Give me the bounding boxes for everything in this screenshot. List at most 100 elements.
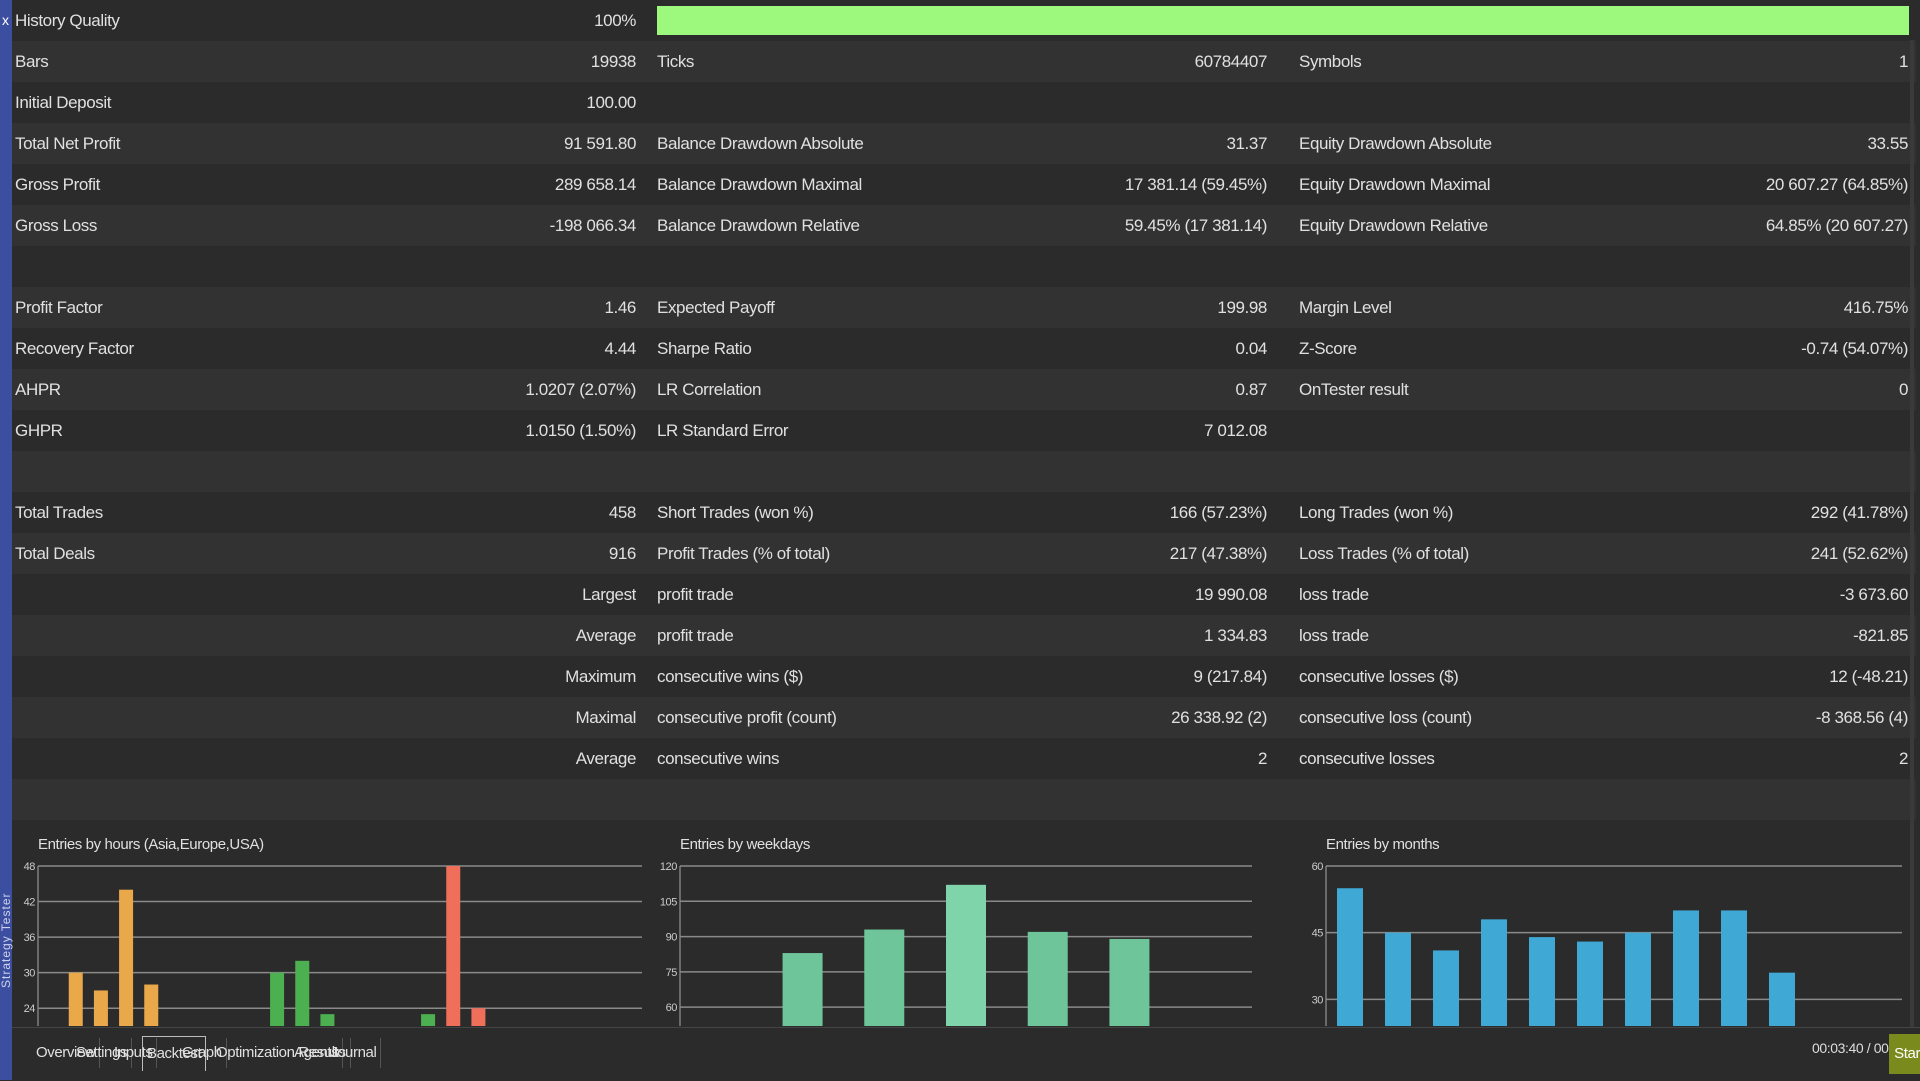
tab-journal[interactable]: Journal: [326, 1038, 382, 1068]
report-row: profit trade 1 334.83 loss trade -821.85 Ave…: [12, 615, 1916, 656]
row-label: Total Deals: [15, 544, 95, 563]
row-label: Initial Deposit: [15, 93, 112, 112]
row-label: History Quality: [15, 11, 120, 30]
row-value: 1: [1898, 52, 1908, 71]
chart-title: Entries by weekdays: [680, 836, 810, 853]
chart-1: Entries by weekdays 60 75 90 105 120: [660, 826, 1252, 1026]
y-tick-label: 48: [24, 861, 36, 873]
row-value: 9 (217.84): [1193, 667, 1268, 686]
report-row: [12, 779, 1916, 820]
report-row: profit trade 19 990.08 loss trade -3 673.60…: [12, 574, 1916, 615]
history-quality-bar: [657, 6, 1909, 35]
report-row: consecutive wins 2 consecutive losses 2 Aver…: [12, 738, 1916, 779]
row-value: 1.46: [604, 298, 637, 317]
row-value: 7 012.08: [1204, 421, 1267, 440]
row-value: 292 (41.78%): [1810, 503, 1908, 522]
row-label: GHPR: [15, 421, 63, 440]
bar-6: [1625, 932, 1651, 1026]
row-label: loss trade: [1299, 585, 1369, 604]
chart-2: Entries by months 30 45 60: [1306, 826, 1902, 1026]
row-value: 17 381.14 (59.45%): [1124, 175, 1267, 194]
row-value: 916: [608, 544, 636, 563]
bar-0: [782, 953, 823, 1026]
row-value: -3 673.60: [1839, 585, 1908, 604]
row-label: Equity Drawdown Absolute: [1299, 134, 1492, 153]
row-value: 458: [608, 503, 636, 522]
row-label: Balance Drawdown Maximal: [657, 175, 862, 194]
row-value: -198 066.34: [549, 216, 636, 235]
row-value: 19938: [590, 52, 636, 71]
y-tick-label: 42: [24, 897, 36, 909]
bar-4: [270, 972, 285, 1026]
tab-agents[interactable]: Agents: [290, 1038, 344, 1068]
y-tick-label: 75: [666, 967, 678, 979]
bar-5: [1577, 941, 1603, 1026]
bar-2: [946, 884, 986, 1026]
bar-8: [1721, 910, 1747, 1026]
row-label: Sharpe Ratio: [657, 339, 752, 358]
row-label: consecutive losses ($): [1299, 667, 1459, 686]
report-row: Recovery Factor 4.44 Sharpe Ratio 0.04 Z-Sco…: [12, 328, 1916, 369]
row-label: Equity Drawdown Maximal: [1299, 175, 1491, 194]
y-tick-label: 120: [660, 861, 677, 873]
report-row: History Quality 100%: [12, 0, 1916, 41]
report-row: Profit Factor 1.46 Expected Payoff 199.98 Ma…: [12, 287, 1916, 328]
bar-7: [1673, 910, 1699, 1026]
strategy-tester-sidebar: x Strategy Tester: [0, 0, 13, 1080]
start-button[interactable]: Start: [1889, 1034, 1920, 1074]
chart-plot: 24 30 36 42 48: [24, 861, 642, 1026]
report-row: Gross Loss -198 066.34 Balance Drawdown Re…: [12, 205, 1916, 246]
tab-optimization-results[interactable]: Optimization Results: [212, 1038, 351, 1068]
bar-3: [1481, 919, 1507, 1026]
row-label: consecutive loss (count): [1299, 708, 1472, 727]
tab-bar: Overview Settings Inputs Backtest Graph Optim…: [12, 1027, 1920, 1081]
row-value: 0.87: [1235, 380, 1268, 399]
row-value: 166 (57.23%): [1169, 503, 1267, 522]
row-label: Total Trades: [15, 503, 103, 522]
row-label: Short Trades (won %): [657, 503, 814, 522]
tab-backtest[interactable]: Backtest: [142, 1036, 207, 1071]
row-label: profit trade: [657, 585, 734, 604]
row-value: 33.55: [1867, 134, 1908, 153]
row-value: 26 338.92 (2): [1171, 708, 1267, 727]
bar-6: [320, 1014, 335, 1026]
report-row: AHPR 1.0207 (2.07%) LR Correlation 0.87 OnTe…: [12, 369, 1916, 410]
row-label: Z-Score: [1299, 339, 1357, 358]
report-row: Total Trades 458 Short Trades (won %) 166 (…: [12, 492, 1916, 533]
row-value: 2: [1257, 749, 1267, 768]
row-label: consecutive profit (count): [657, 708, 837, 727]
row-value: 0: [1898, 380, 1908, 399]
y-tick-label: 24: [24, 1003, 36, 1015]
tab-overview[interactable]: Overview: [32, 1038, 101, 1068]
bar-7: [421, 1014, 436, 1026]
row-value: 64.85% (20 607.27): [1765, 216, 1908, 235]
row-value: 59.45% (17 381.14): [1124, 216, 1267, 235]
bar-5: [295, 960, 310, 1026]
row-label: Equity Drawdown Relative: [1299, 216, 1488, 235]
row-label: Largest: [582, 585, 636, 604]
row-label: OnTester result: [1299, 380, 1409, 399]
chart-0: Entries by hours (Asia,Europe,USA) 24 30 36…: [22, 826, 642, 1026]
row-value: 60784407: [1194, 52, 1267, 71]
row-label: Long Trades (won %): [1299, 503, 1453, 522]
y-tick-label: 60: [666, 1002, 678, 1014]
vertical-scrollbar[interactable]: [1910, 40, 1914, 1030]
row-label: Average: [575, 626, 636, 645]
report-row: Initial Deposit 100.00: [12, 82, 1916, 123]
close-icon[interactable]: x: [2, 12, 9, 28]
bar-1: [93, 990, 108, 1026]
row-value: -8 368.56 (4): [1815, 708, 1908, 727]
row-value: 12 (-48.21): [1829, 667, 1908, 686]
report-row: Total Deals 916 Profit Trades (% of total)…: [12, 533, 1916, 574]
tab-settings[interactable]: Settings: [72, 1038, 132, 1068]
report-row: consecutive profit (count) 26 338.92 (2) c…: [12, 697, 1916, 738]
tab-graph[interactable]: Graph: [178, 1038, 227, 1068]
tab-inputs[interactable]: Inputs: [110, 1038, 158, 1068]
backtest-report: History Quality 100% Bars 19938 Ticks 6078440…: [12, 0, 1916, 820]
row-label: Symbols: [1299, 52, 1362, 71]
bar-2: [1433, 950, 1459, 1026]
bar-2: [119, 889, 134, 1026]
row-value: 4.44: [604, 339, 637, 358]
row-label: Ticks: [657, 52, 695, 71]
row-label: consecutive wins ($): [657, 667, 804, 686]
